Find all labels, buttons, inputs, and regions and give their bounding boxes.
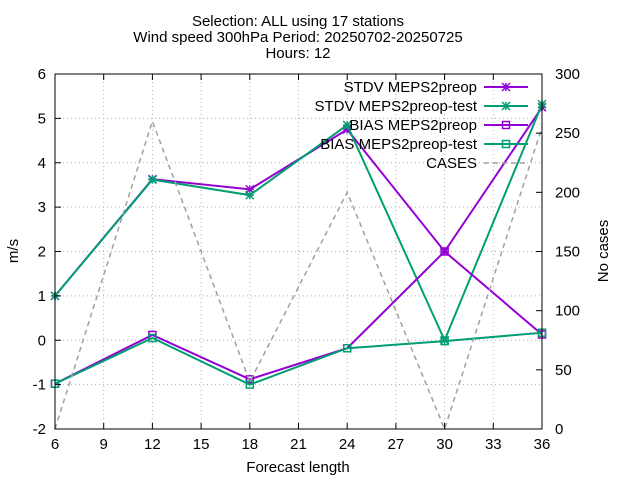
legend: STDV MEPS2preop STDV MEPS2preop-test BIAS … <box>314 79 528 172</box>
legend-label: STDV MEPS2preop-test <box>314 98 477 115</box>
legend-marker <box>501 101 511 111</box>
x-tick-label: 36 <box>534 436 551 453</box>
legend-entry: CASES <box>426 155 528 172</box>
chart-title-line-2: Wind speed 300hPa Period: 20250702-20250… <box>133 29 462 46</box>
legend-entry: STDV MEPS2preop <box>344 79 528 96</box>
y2-tick-label: 100 <box>555 303 580 320</box>
x-tick-label: 33 <box>485 436 502 453</box>
y-tick-label: -1 <box>33 377 46 394</box>
y-tick-label: 5 <box>38 110 46 127</box>
series-line <box>54 331 543 386</box>
data-point <box>147 175 157 185</box>
data-point <box>245 375 255 384</box>
x-axis-label: Forecast length <box>246 459 349 476</box>
y-axis: -2 -1 0 1 2 3 4 5 6 <box>33 66 61 438</box>
y2-tick-label: 0 <box>555 421 563 438</box>
legend-label: BIAS MEPS2preop <box>349 117 477 134</box>
y-tick-label: 3 <box>38 199 46 216</box>
y-axis-label: m/s <box>5 239 22 263</box>
y2-axis: 0 50 100 150 200 250 300 <box>536 66 580 438</box>
plot-area <box>50 99 547 432</box>
legend-entry: STDV MEPS2preop-test <box>314 98 528 115</box>
series-line <box>54 103 543 343</box>
y2-tick-label: 50 <box>555 362 572 379</box>
y-tick-label: 6 <box>38 66 46 83</box>
y-tick-label: -2 <box>33 421 46 438</box>
chart-title-line-3: Hours: 12 <box>265 45 330 62</box>
y-tick-label: 2 <box>38 244 46 261</box>
y-tick-label: 1 <box>38 288 46 305</box>
y-tick-label: 0 <box>38 332 46 349</box>
data-point <box>245 380 255 389</box>
y2-axis-label: No cases <box>595 220 612 283</box>
x-tick-label: 30 <box>436 436 453 453</box>
x-tick-label: 24 <box>339 436 356 453</box>
data-point <box>342 120 352 130</box>
y2-tick-label: 150 <box>555 244 580 261</box>
legend-label: BIAS MEPS2preop-test <box>320 136 478 153</box>
data-point <box>148 333 157 343</box>
legend-entry: BIAS MEPS2preop <box>349 117 528 134</box>
y2-tick-label: 250 <box>555 125 580 142</box>
x-tick-label: 18 <box>241 436 258 453</box>
y-tick-label: 4 <box>38 155 46 172</box>
x-tick-label: 9 <box>100 436 108 453</box>
chart-title: Selection: ALL using 17 stations Wind sp… <box>133 13 462 62</box>
legend-marker <box>501 120 511 130</box>
legend-marker <box>501 139 511 149</box>
data-point <box>342 343 352 353</box>
y2-tick-label: 200 <box>555 184 580 201</box>
series-line <box>54 250 543 385</box>
legend-marker <box>501 82 511 92</box>
x-tick-label: 6 <box>51 436 59 453</box>
data-point <box>440 336 449 346</box>
legend-entry: BIAS MEPS2preop-test <box>320 136 528 153</box>
x-axis: 6 9 12 15 18 21 24 27 30 33 36 <box>51 74 551 453</box>
x-tick-label: 21 <box>290 436 307 453</box>
x-tick-label: 12 <box>144 436 161 453</box>
x-tick-label: 15 <box>193 436 210 453</box>
x-tick-label: 27 <box>388 436 405 453</box>
y2-tick-label: 300 <box>555 66 580 83</box>
data-point <box>245 190 255 200</box>
chart-title-line-1: Selection: ALL using 17 stations <box>192 13 404 30</box>
data-point <box>440 247 449 256</box>
legend-label: CASES <box>426 155 477 172</box>
legend-label: STDV MEPS2preop <box>344 79 477 96</box>
